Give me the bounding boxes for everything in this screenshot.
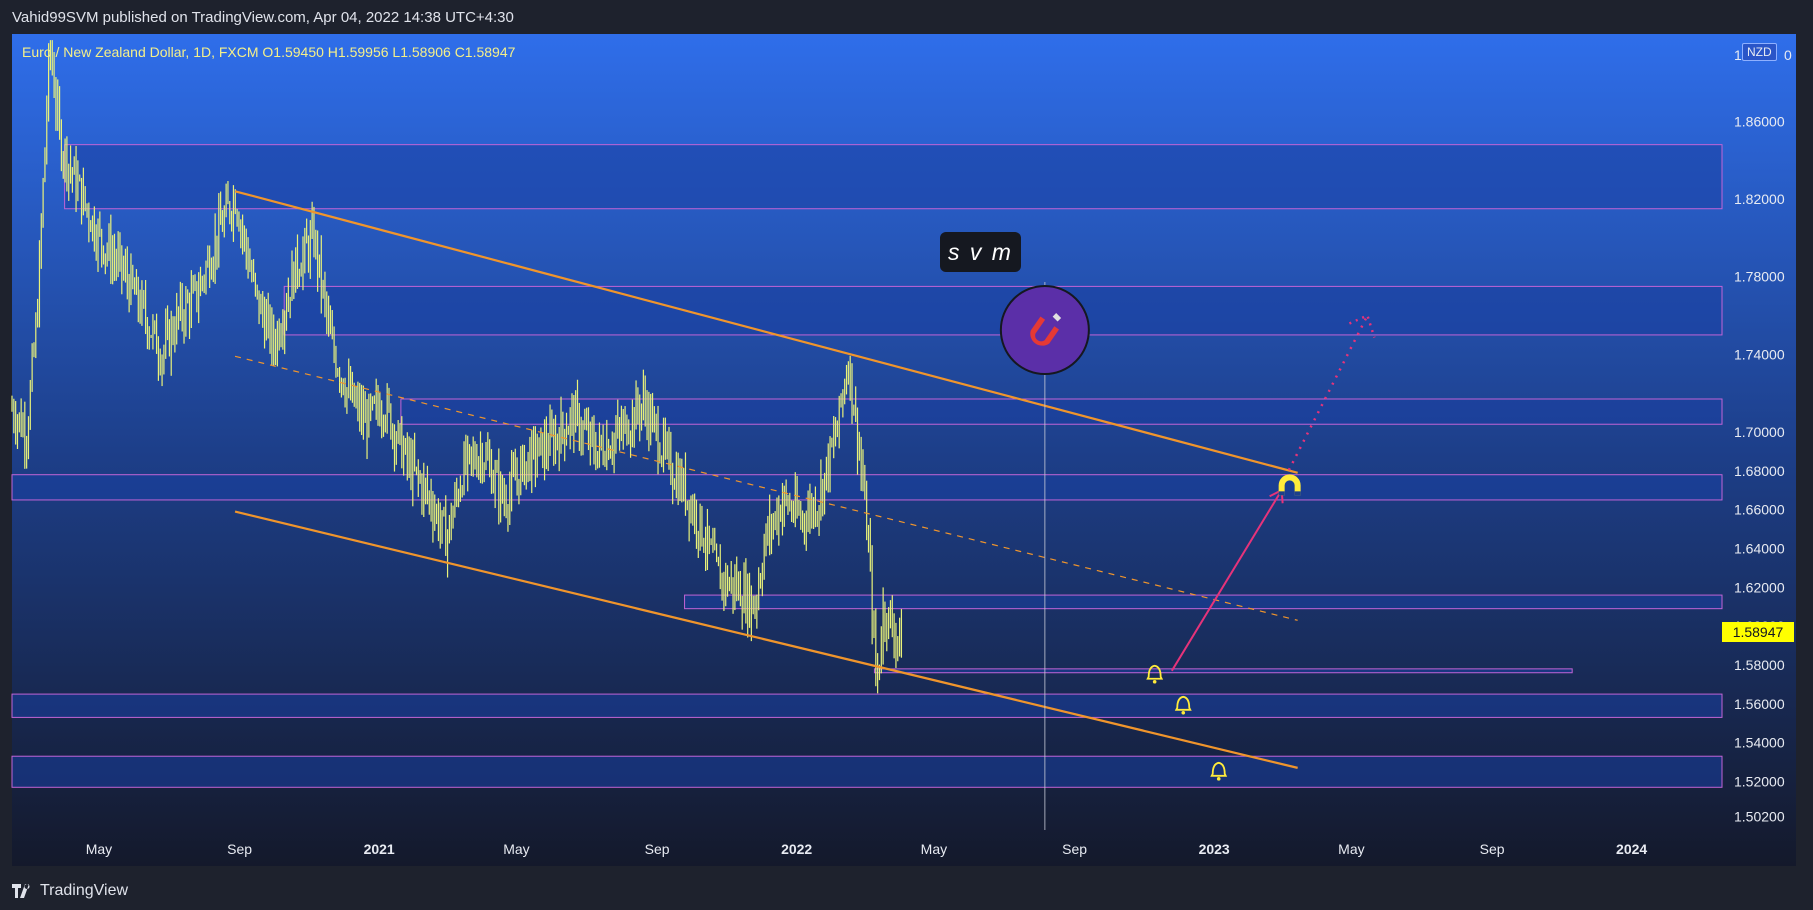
- y-tick-label-partial-right: 0: [1784, 47, 1792, 63]
- x-tick-label: Sep: [227, 841, 252, 857]
- bell-body: [1174, 695, 1192, 711]
- magnet-tip-left: [1278, 491, 1285, 496]
- magnet-logo-tip: [1052, 313, 1062, 322]
- svm-watermark-badge: s v m: [940, 232, 1021, 272]
- y-tick-label: 1.78000: [1734, 269, 1785, 285]
- projection-arrow[interactable]: [1170, 489, 1283, 672]
- footer-brand: TradingView: [40, 882, 129, 899]
- bell-clapper: [1152, 679, 1157, 684]
- footer-bar: TradingView: [0, 872, 1813, 910]
- bell-clapper: [1181, 711, 1186, 715]
- bell-icon[interactable]: [1174, 695, 1192, 715]
- currency-badge[interactable]: NZD: [1742, 43, 1777, 61]
- x-tick-label: 2023: [1199, 841, 1230, 857]
- y-tick-label: 1.86000: [1734, 113, 1785, 129]
- symbol-info-legend: Euro / New Zealand Dollar, 1D, FXCM O1.5…: [22, 44, 516, 60]
- horseshoe-magnet-icon[interactable]: [1278, 474, 1301, 496]
- y-tick-label: 1.64000: [1734, 540, 1785, 556]
- x-tick-label: May: [503, 841, 529, 857]
- y-tick-label: 1.82000: [1734, 191, 1785, 207]
- bell-body: [1146, 664, 1164, 680]
- x-tick-label: May: [86, 841, 112, 857]
- support-resistance-zone[interactable]: [11, 693, 1723, 718]
- y-tick-label: 1.74000: [1734, 346, 1785, 362]
- bell-body: [1210, 761, 1228, 777]
- support-resistance-zone[interactable]: [873, 668, 1573, 674]
- magnet-shape: [1278, 474, 1301, 496]
- publisher-text: Vahid99SVM published on TradingView.com,…: [12, 8, 514, 26]
- y-tick-label: 1.62000: [1734, 579, 1785, 595]
- magnet-icon: [999, 285, 1090, 375]
- x-tick-label: Sep: [1480, 841, 1505, 857]
- x-tick-label: 2021: [364, 841, 395, 857]
- y-tick-label: 1.52000: [1734, 773, 1785, 789]
- bell-icon[interactable]: [1146, 664, 1164, 684]
- x-tick-label: Sep: [1062, 841, 1087, 857]
- y-tick-label: 1.66000: [1734, 502, 1785, 518]
- y-tick-label-partial: 1: [1734, 47, 1742, 63]
- y-tick-label: 1.56000: [1734, 696, 1785, 712]
- y-tick-label: 1.54000: [1734, 735, 1785, 751]
- y-tick-label: 1.58000: [1734, 657, 1785, 673]
- magnet-logo-circle: [999, 285, 1090, 375]
- channel-mid-line[interactable]: [234, 355, 1298, 621]
- bell-clapper: [1216, 777, 1221, 781]
- x-tick-label: May: [921, 841, 947, 857]
- support-resistance-zone[interactable]: [11, 755, 1723, 788]
- tradingview-logo[interactable]: TradingView: [12, 882, 128, 900]
- publisher-header: Vahid99SVM published on TradingView.com,…: [0, 0, 1813, 34]
- last-price-label: 1.58947: [1722, 622, 1794, 642]
- x-tick-label: Sep: [645, 841, 670, 857]
- support-resistance-zone[interactable]: [684, 594, 1723, 610]
- x-tick-label: 2022: [781, 841, 812, 857]
- x-tick-label: May: [1338, 841, 1364, 857]
- y-tick-label: 1.70000: [1734, 424, 1785, 440]
- tradingview-logo-icon: [12, 884, 30, 898]
- channel-upper-line[interactable]: [234, 190, 1298, 474]
- channel-lower-line[interactable]: [234, 510, 1298, 769]
- bell-icon[interactable]: [1210, 761, 1228, 781]
- support-resistance-zone[interactable]: [400, 398, 1723, 425]
- y-tick-label: 1.50200: [1734, 808, 1785, 824]
- support-resistance-zone[interactable]: [64, 144, 1723, 210]
- x-tick-label: 2024: [1616, 841, 1647, 857]
- y-tick-label: 1.68000: [1734, 463, 1785, 479]
- projection-dotted-arrow-head: [1348, 313, 1376, 338]
- magnet-logo-shape: [1030, 316, 1059, 346]
- time-axis[interactable]: [12, 830, 1722, 866]
- magnet-tip-right: [1294, 491, 1301, 496]
